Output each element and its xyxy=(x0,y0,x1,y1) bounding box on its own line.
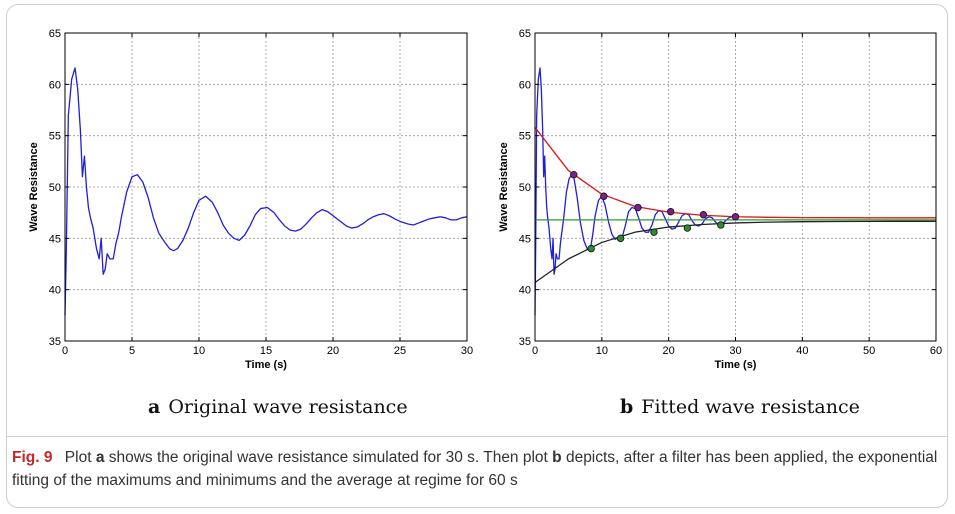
plot-b-series-line-2 xyxy=(534,220,936,284)
plot-b-y-tick-label: 50 xyxy=(519,182,531,194)
plot-a-y-tick-label: 40 xyxy=(49,285,61,297)
plot-a-x-tick-label: 5 xyxy=(129,345,135,357)
caption-text-3: depicts, after a filter has been applied… xyxy=(12,449,938,489)
plot-a-x-tick-label: 25 xyxy=(394,345,406,357)
plot-b-y-tick-label: 60 xyxy=(519,79,531,91)
plot-b-x-tick-label: 20 xyxy=(663,345,675,357)
plot-b-x-tick-label: 50 xyxy=(863,345,875,357)
plot-a-y-tick-label: 55 xyxy=(49,131,61,143)
plot-b-y-tick-label: 35 xyxy=(519,336,531,348)
plot-b: 0 10 20 30 40 50 60 35 40 45 50 55 60 65 Time (s) Wave … xyxy=(498,28,942,371)
plot-b-minimum-marker xyxy=(683,224,692,232)
plot-a-x-tick-label: 0 xyxy=(62,345,68,357)
plot-b-x-tick-label: 60 xyxy=(930,345,942,357)
plot-b-maximum-marker xyxy=(600,192,608,200)
caption-ref-b: b xyxy=(552,449,562,466)
subcaption-b: b Fitted wave resistance xyxy=(620,396,860,418)
plot-a-y-tick-label: 65 xyxy=(49,28,61,40)
plot-b-maximum-marker xyxy=(570,170,578,179)
subcaption-b-letter: b xyxy=(620,396,634,418)
subcaption-b-text: Fitted wave resistance xyxy=(641,396,860,418)
plot-a-x-tick-label: 10 xyxy=(193,345,205,357)
plot-b-x-axis-label: Time (s) xyxy=(715,359,757,371)
plot-b-y-tick-label: 65 xyxy=(519,28,531,40)
plot-b-minimum-marker xyxy=(717,221,725,229)
figure-frame xyxy=(6,4,948,508)
subcaption-a: a Original wave resistance xyxy=(148,396,408,418)
plot-b-y-tick-label: 40 xyxy=(519,285,531,297)
plot-b-series-line-0 xyxy=(534,67,736,316)
plot-b-x-tick-label: 0 xyxy=(532,345,538,357)
plot-b-minimum-marker xyxy=(587,244,595,253)
plot-b-x-tick-label: 10 xyxy=(596,345,608,357)
plot-a-y-tick-label: 60 xyxy=(49,79,61,91)
caption-text-1: Plot xyxy=(60,449,96,466)
figure-caption: Fig. 9 Plot a shows the original wave re… xyxy=(12,446,942,492)
plot-b-maximum-marker xyxy=(699,211,708,219)
plot-a-series-line-0 xyxy=(64,67,468,316)
plot-b-y-tick-label: 45 xyxy=(519,233,531,245)
plot-a-x-axis-label: Time (s) xyxy=(245,359,287,371)
subcaption-a-text: Original wave resistance xyxy=(168,396,408,418)
subcaption-a-letter: a xyxy=(148,396,161,418)
plot-a-x-tick-label: 20 xyxy=(327,345,339,357)
caption-ref-a: a xyxy=(95,449,105,466)
plot-a: 0 5 10 15 20 25 30 35 40 45 50 55 60 65 Time (s) Wave R… xyxy=(28,28,473,371)
plot-a-y-tick-label: 45 xyxy=(49,233,61,245)
plot-b-maximum-marker xyxy=(731,213,740,221)
plot-a-y-tick-label: 35 xyxy=(49,336,61,348)
plot-b-x-tick-label: 40 xyxy=(796,345,808,357)
plot-a-y-axis-label: Wave Resistance xyxy=(28,142,40,231)
figure-label: Fig. 9 xyxy=(12,449,53,466)
plot-a-y-tick-label: 50 xyxy=(49,182,61,194)
plot-b-y-axis-label: Wave Resistance xyxy=(498,142,510,231)
plot-b-minimum-marker xyxy=(650,228,658,236)
plot-b-maximum-marker xyxy=(666,207,675,216)
plot-b-y-tick-label: 55 xyxy=(519,131,531,143)
plot-a-x-tick-label: 30 xyxy=(461,345,473,357)
plot-b-maximum-marker xyxy=(634,203,642,212)
caption-text-2: shows the original wave resistance simul… xyxy=(104,449,553,466)
plot-b-x-tick-label: 30 xyxy=(729,345,741,357)
caption-divider xyxy=(6,436,947,437)
plot-b-minimum-marker xyxy=(616,234,625,243)
plot-a-x-tick-label: 15 xyxy=(260,345,272,357)
